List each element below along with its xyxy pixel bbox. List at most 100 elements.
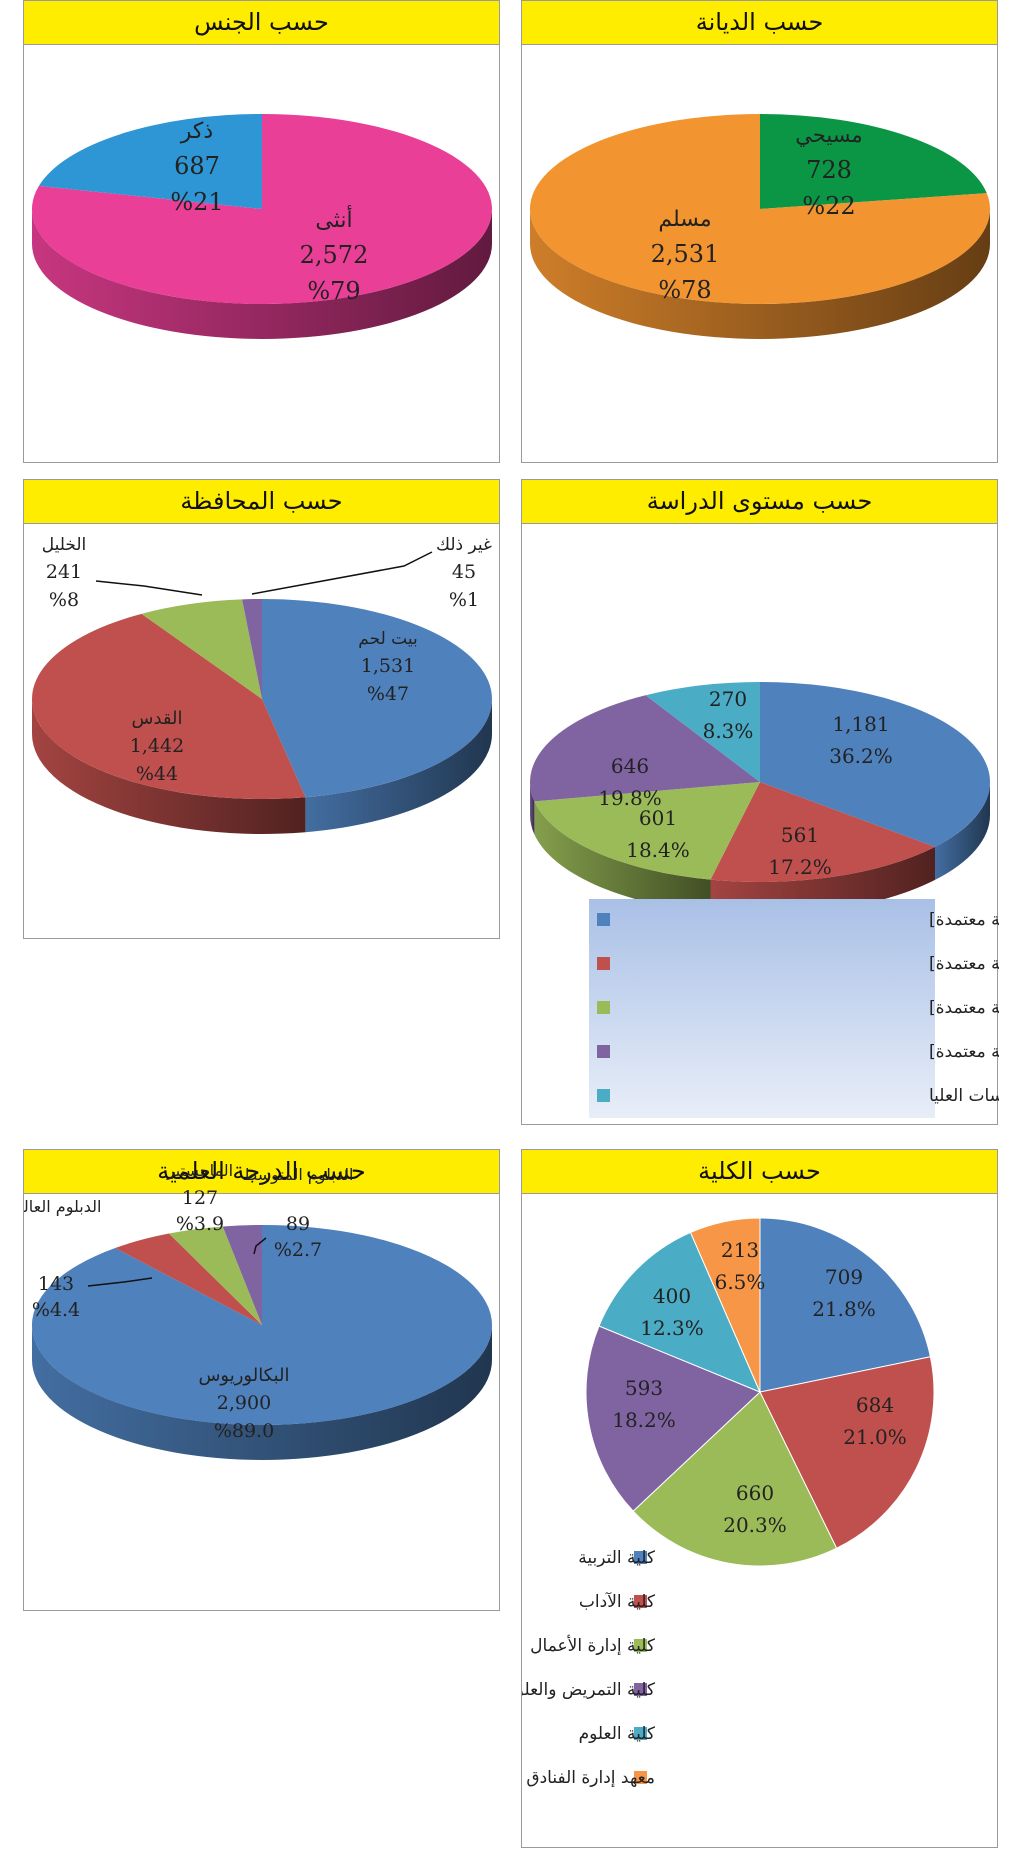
- leader-line: [251, 551, 433, 595]
- data-label-name: غير ذلك: [436, 535, 492, 555]
- chart-title: حسب الكلية: [522, 1150, 997, 1194]
- data-label-name: مسيحي: [795, 123, 862, 147]
- legend-swatch: [634, 1771, 647, 1784]
- data-label-percent: 17.2%: [768, 855, 832, 879]
- data-label-percent: %21: [170, 188, 223, 216]
- pie-slice: [31, 1225, 492, 1425]
- pie-slice: [530, 695, 760, 802]
- legend-swatch: [597, 1001, 610, 1014]
- legend-entry: طلبة سنة ثالثة [60-89 ساعة معتمدة]: [929, 998, 999, 1018]
- data-label-value: 684: [856, 1393, 894, 1417]
- pie-slice: [534, 782, 760, 880]
- leader-line: [253, 1237, 267, 1255]
- legend-swatch: [634, 1683, 647, 1696]
- pie-slice-side: [530, 782, 535, 835]
- legend-swatch: [634, 1727, 647, 1740]
- data-label-name: بيت لحم: [358, 629, 417, 649]
- data-label-value: 709: [825, 1265, 863, 1289]
- pie-slice: [168, 1226, 262, 1325]
- data-label-percent: 18.4%: [626, 838, 690, 862]
- legend-entry: كلية التمريض والعلوم الصحية: [522, 1680, 656, 1700]
- chart-panel-faculty: حسب الكلية 709 21.8% 684 21.0% 660 20.3% 593 18…: [521, 1149, 998, 1848]
- pie-chart-religion: مسيحي 728 %22 مسلم 2,531 %78: [529, 114, 990, 339]
- data-label-name: الدبلوم العالي: [24, 1197, 101, 1217]
- pie-slice-side: [530, 209, 990, 339]
- pie-slice: [222, 1225, 262, 1325]
- chart-panel-gender: حسب الجنس ذكر 687 %21 أنثى 2,572 %79: [23, 0, 500, 463]
- chart-title: حسب المحافظة: [24, 480, 499, 524]
- legend-entry: طلبة سنة ثانية [30-59 ساعة معتمدة]: [929, 954, 999, 974]
- data-label-value: 2,900: [217, 1392, 271, 1414]
- pie-slice: [242, 599, 262, 699]
- data-label-percent: 21.8%: [812, 1297, 876, 1321]
- pie-slice: [759, 1217, 931, 1393]
- pie-chart-gender: ذكر 687 %21 أنثى 2,572 %79: [31, 114, 493, 339]
- pie-slice: [710, 782, 936, 882]
- data-label-percent: 8.3%: [703, 719, 754, 743]
- data-label-value: 241: [46, 561, 82, 583]
- data-label-percent: %47: [367, 683, 409, 705]
- pie-slice: [760, 682, 990, 847]
- legend-entry: طلبة سنة أولى [< 30 ساعة معتمدة]: [929, 908, 999, 930]
- pie-slice: [760, 114, 987, 209]
- data-label-name: مسلم: [658, 207, 711, 232]
- pie-slice-side: [305, 699, 492, 833]
- data-label-value: 1,442: [130, 735, 184, 757]
- data-label-value: 728: [806, 156, 852, 184]
- data-label-value: 143: [38, 1273, 74, 1295]
- legend-swatch: [597, 913, 610, 926]
- data-label-value: 2,572: [300, 241, 369, 269]
- pie-chart-degree: البكالوريوس 2,900 %89.0 الدبلوم العالي 143 %4…: [24, 1161, 492, 1460]
- data-label-value: 593: [625, 1376, 663, 1400]
- pie-slice: [689, 1217, 761, 1393]
- legend-entry: كلية العلوم: [579, 1724, 656, 1744]
- legend-swatch: [634, 1639, 647, 1652]
- chart-title: حسب الديانة: [522, 1, 997, 45]
- legend-swatch: [597, 1089, 610, 1102]
- data-label-percent: %89.0: [214, 1420, 274, 1442]
- pie-slice-side: [32, 209, 492, 339]
- data-label-name: ذكر: [180, 119, 213, 144]
- data-label-value: 45: [452, 561, 476, 583]
- chart-panel-study-level: حسب مستوى الدراسة 1,181 36.2% 561 17.2% 601 1…: [521, 479, 999, 1125]
- legend-entry: كلية الآداب: [579, 1591, 656, 1612]
- data-label-value: 1,531: [361, 655, 415, 677]
- data-label-name: الماجستير: [166, 1161, 233, 1181]
- chart-title: حسب الدرجة العلمية: [24, 1150, 499, 1194]
- data-label-percent: 19.8%: [598, 786, 662, 810]
- pie-slice: [32, 613, 306, 799]
- chart-title: حسب الجنس: [24, 1, 499, 45]
- data-label-name: أنثى: [315, 205, 352, 233]
- data-label-percent: %4.4: [32, 1299, 80, 1321]
- data-label-value: 1,181: [832, 712, 889, 736]
- pie-slice-side: [935, 782, 990, 880]
- data-label-percent: %8: [49, 589, 79, 611]
- chart-panel-degree: حسب الدرجة العلمية البكالوريوس 2,900 %89.0…: [23, 1149, 500, 1611]
- legend-swatch: [634, 1595, 647, 1608]
- data-label-name: البكالوريوس: [198, 1365, 289, 1386]
- data-label-value: 687: [174, 152, 220, 180]
- data-label-percent: 18.2%: [612, 1408, 676, 1432]
- pie-slice: [115, 1233, 263, 1325]
- pie-slice: [759, 1356, 935, 1549]
- pie-chart-governorate: بيت لحم 1,531 %47 القدس 1,442 %44 الخليل 241 %8 غ…: [32, 535, 492, 834]
- data-label-value: 213: [721, 1238, 759, 1262]
- data-label-percent: 36.2%: [829, 744, 893, 768]
- pie-slice: [645, 682, 760, 782]
- data-label-name: الدبلوم المتوسط: [243, 1165, 354, 1185]
- data-label-value: 2,531: [651, 240, 720, 268]
- pie-slice-side: [32, 699, 306, 834]
- legend-entry: كلية إدارة الأعمال: [530, 1635, 656, 1656]
- pie-slice-side: [534, 801, 711, 913]
- data-label-percent: %79: [307, 277, 360, 305]
- leader-line: [95, 580, 203, 596]
- chart-panel-governorate: حسب المحافظة بيت لحم 1,531 %47 القدس 1,442 %4…: [23, 479, 500, 939]
- data-label-percent: 6.5%: [715, 1270, 766, 1294]
- pie-slice: [38, 114, 262, 209]
- pie-slice: [632, 1391, 838, 1567]
- data-label-percent: 12.3%: [640, 1316, 704, 1340]
- chart-panel-religion: حسب الديانة مسيحي 728 %22 مسلم 2,531 %78: [521, 0, 998, 463]
- legend-entry: الدراسات العليا: [929, 1086, 999, 1106]
- data-label-percent: %2.7: [274, 1239, 322, 1261]
- data-label-name: الخليل: [42, 535, 87, 555]
